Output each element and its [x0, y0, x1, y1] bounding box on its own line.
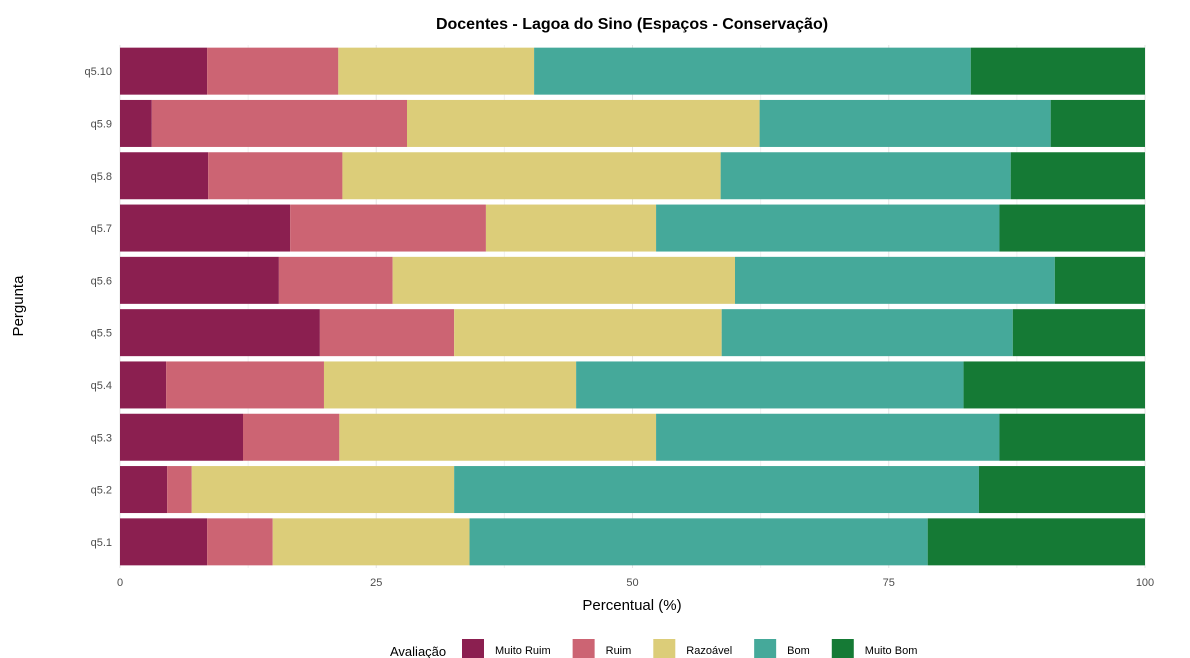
legend-label: Ruim [606, 645, 632, 657]
bar-segment [319, 309, 455, 357]
x-tick-label: 25 [370, 577, 382, 589]
bar-segment [120, 256, 279, 304]
bar-segment [120, 99, 152, 147]
bar-segment [407, 99, 760, 147]
bar-segment [1054, 256, 1145, 304]
y-tick-label: q5.9 [91, 118, 112, 130]
chart-title: Docentes - Lagoa do Sino (Espaços - Cons… [436, 16, 828, 33]
x-tick-label: 75 [883, 577, 895, 589]
bar-segment [120, 47, 208, 95]
bar-segment [338, 47, 535, 95]
bar-segment [656, 413, 1000, 461]
bar-segment [735, 256, 1055, 304]
bar-segment [392, 256, 735, 304]
bar-segment [167, 466, 192, 514]
bar-segment [207, 47, 339, 95]
legend-swatch [462, 639, 484, 658]
bar-segment [151, 99, 407, 147]
bar-segment [120, 204, 291, 252]
bar-segment [656, 204, 1000, 252]
bar-segment [1012, 309, 1145, 357]
bar-segment [120, 413, 243, 461]
y-ticks: q5.10 q5.9 q5.8 q5.7 q5.6 q5.5 q5.4 q5.3 q5.2 q5.… [84, 66, 112, 549]
bar-segment [1010, 152, 1145, 200]
y-tick-label: q5.6 [91, 275, 112, 287]
bar-segment [120, 361, 167, 409]
bar-segment [166, 361, 324, 409]
y-tick-label: q5.1 [91, 537, 112, 549]
bar-segment [978, 466, 1145, 514]
legend-label: Muito Ruim [495, 645, 551, 657]
bar-segment [120, 518, 208, 566]
x-tick-label: 100 [1136, 577, 1154, 589]
legend: Avaliação Muito Ruim Ruim Razoável Bom Muito… [390, 639, 917, 658]
bar-segment [339, 413, 657, 461]
y-tick-label: q5.4 [91, 380, 112, 392]
bar-segment [1050, 99, 1145, 147]
bar-segment [290, 204, 486, 252]
x-tick-label: 50 [626, 577, 638, 589]
y-axis-title: Pergunta [10, 275, 27, 337]
bar-segment [927, 518, 1145, 566]
x-tick-label: 0 [117, 577, 123, 589]
legend-label: Muito Bom [865, 645, 918, 657]
bar-segment [120, 152, 209, 200]
bars-layer [120, 47, 1145, 566]
bar-segment [576, 361, 964, 409]
legend-swatch [754, 639, 777, 658]
y-tick-label: q5.3 [91, 432, 112, 444]
legend-swatch [831, 639, 854, 658]
y-tick-label: q5.7 [91, 223, 112, 235]
bar-segment [999, 413, 1145, 461]
legend-label: Razoável [686, 645, 732, 657]
legend-label: Bom [787, 645, 810, 657]
bar-segment [720, 152, 1011, 200]
bar-segment [278, 256, 393, 304]
y-tick-label: q5.8 [91, 171, 112, 183]
y-tick-label: q5.2 [91, 485, 112, 497]
bar-segment [999, 204, 1145, 252]
legend-swatch [572, 639, 595, 658]
y-tick-label: q5.5 [91, 328, 112, 340]
bar-segment [454, 466, 979, 514]
bar-segment [120, 309, 320, 357]
bar-segment [120, 466, 168, 514]
bar-segment [721, 309, 1013, 357]
legend-swatch [653, 639, 676, 658]
y-tick-label: q5.10 [84, 66, 112, 78]
bar-segment [272, 518, 470, 566]
bar-segment [342, 152, 721, 200]
bar-segment [208, 152, 343, 200]
x-axis-title: Percentual (%) [582, 597, 681, 614]
bar-segment [191, 466, 455, 514]
bar-segment [207, 518, 273, 566]
bar-segment [243, 413, 340, 461]
x-ticks: 0 25 50 75 100 [117, 577, 1154, 589]
legend-title: Avaliação [390, 644, 446, 658]
bar-segment [534, 47, 971, 95]
bar-segment [469, 518, 928, 566]
bar-segment [454, 309, 722, 357]
bar-segment [485, 204, 657, 252]
bar-segment [970, 47, 1145, 95]
bar-segment [963, 361, 1145, 409]
bar-segment [323, 361, 577, 409]
bar-segment [759, 99, 1051, 147]
